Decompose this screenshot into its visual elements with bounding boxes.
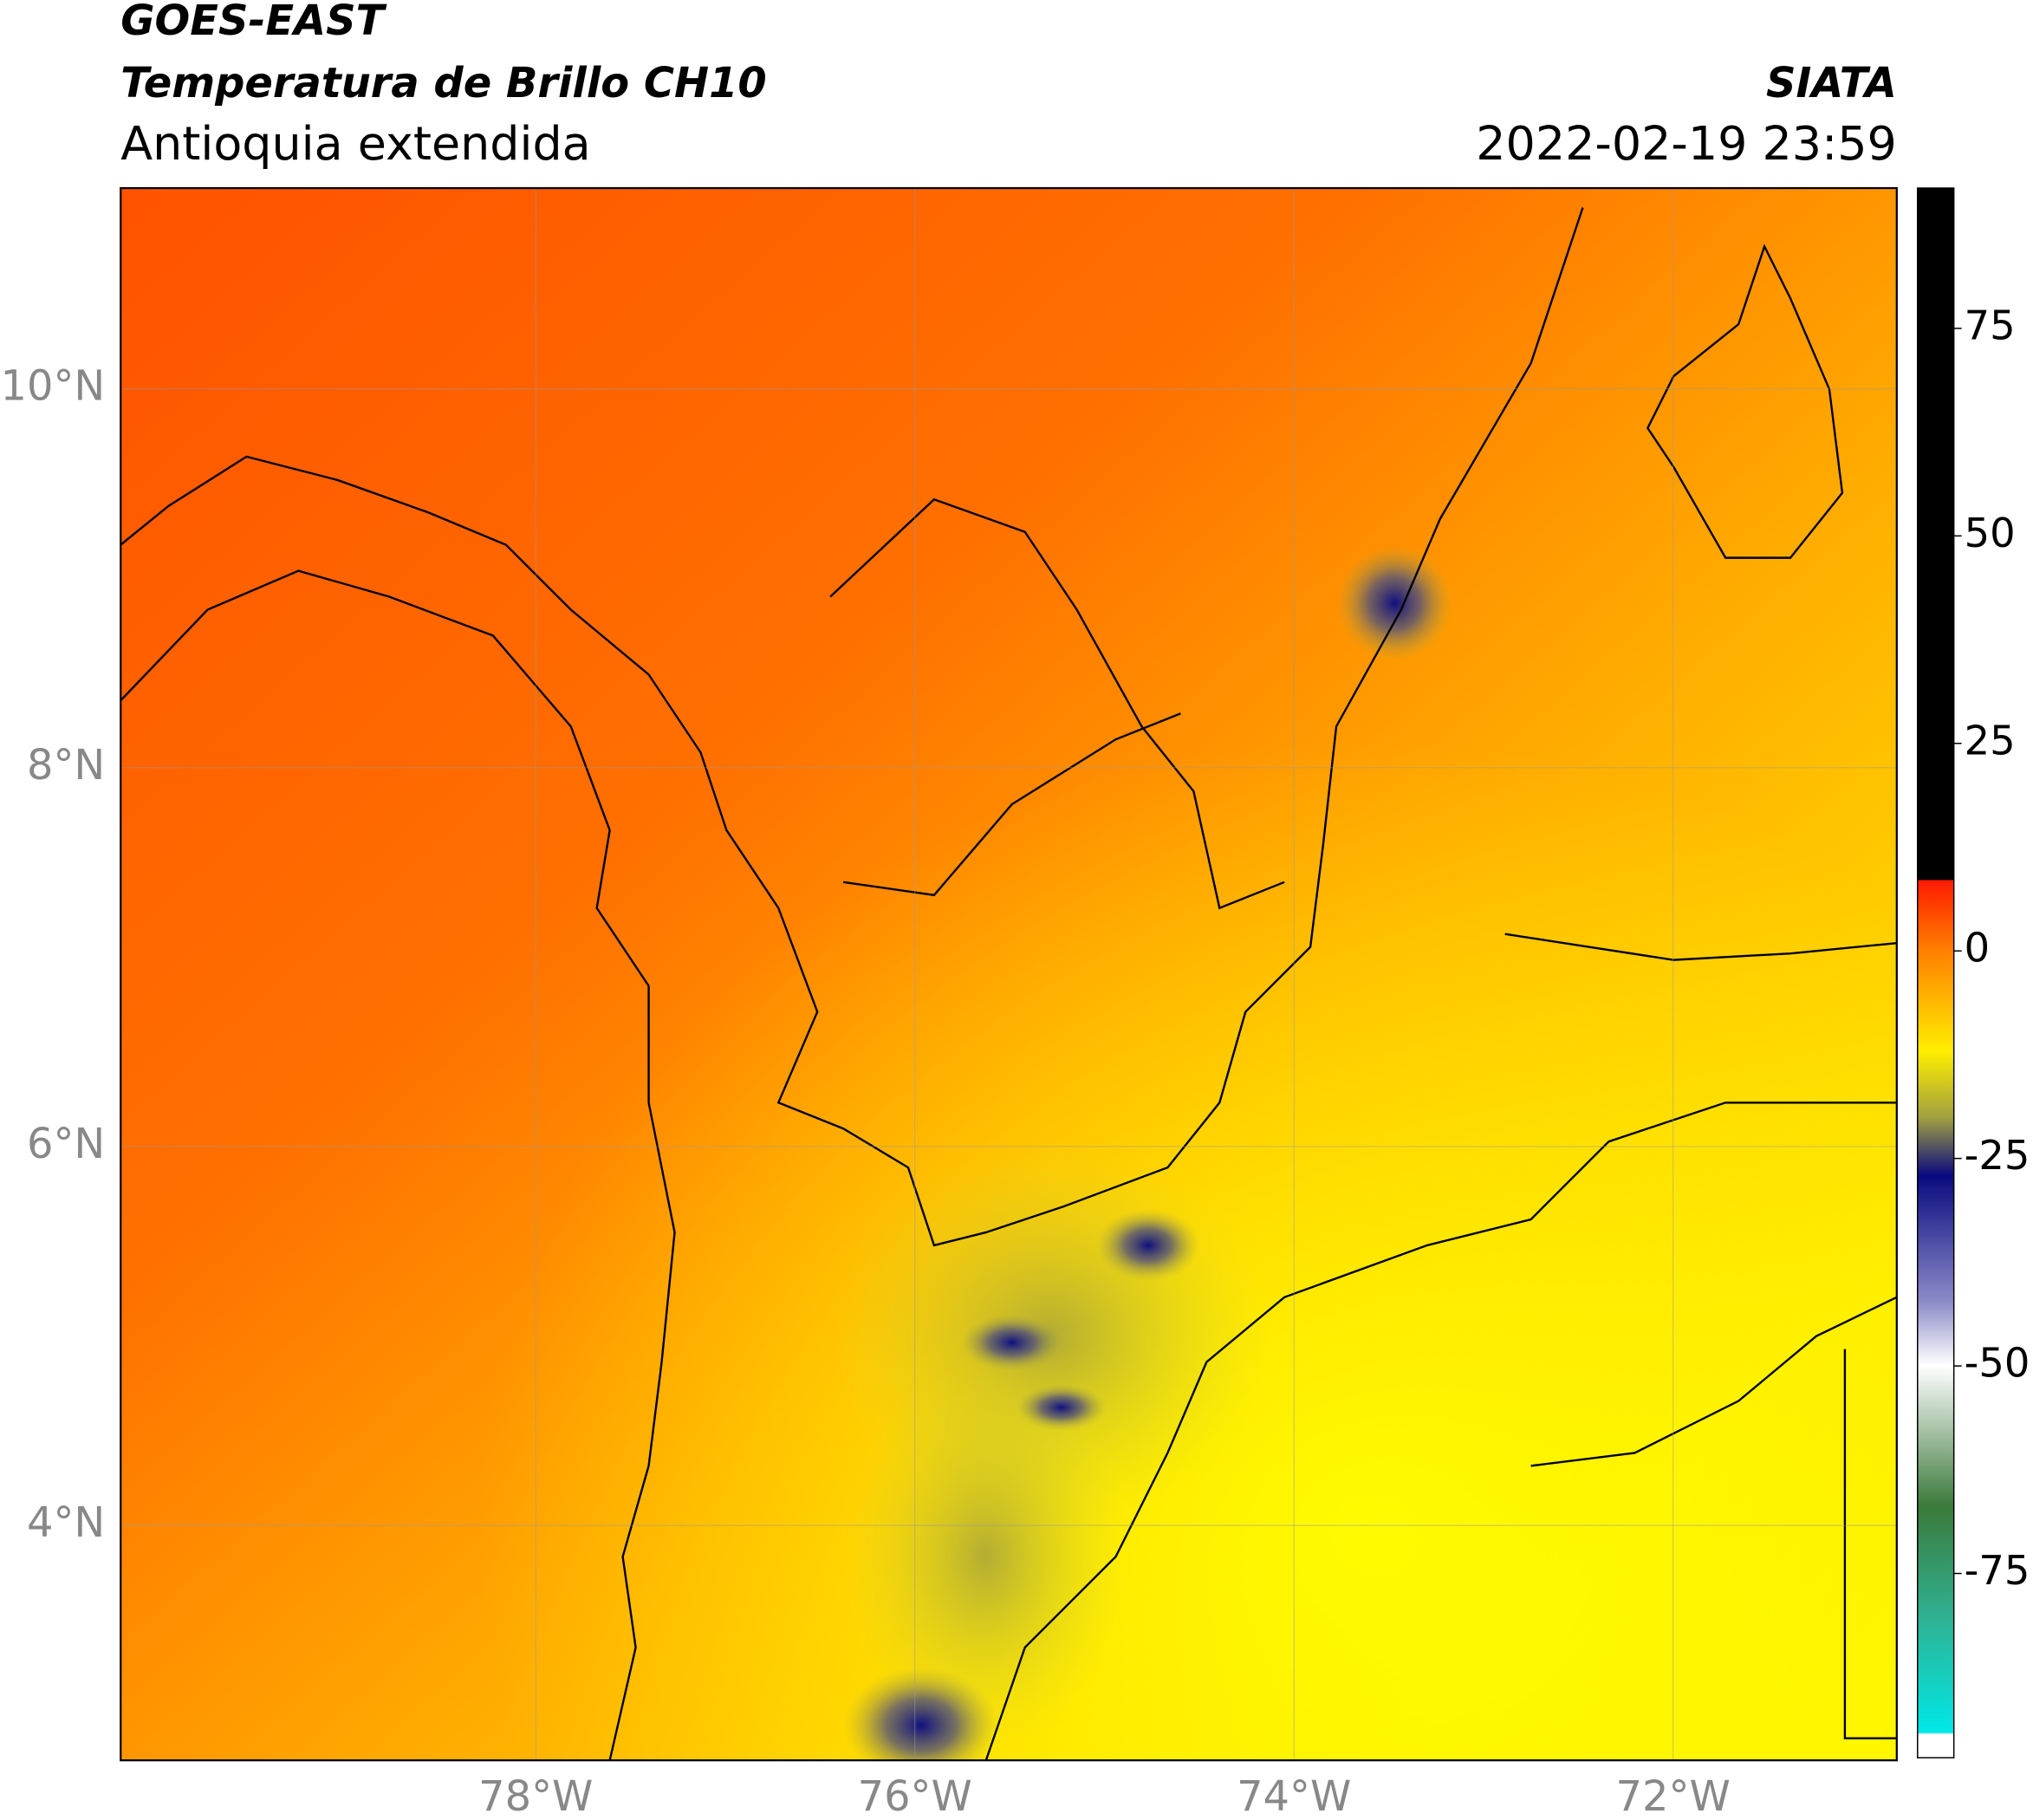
source: SIATA <box>1766 60 1897 107</box>
y-tick-label: 6°N <box>27 1121 105 1168</box>
map-area <box>120 188 1897 1761</box>
cloud <box>1016 1384 1107 1431</box>
colorbar-tick-label: -75 <box>1965 1547 2030 1594</box>
cloud <box>843 1667 999 1761</box>
border-line <box>120 207 1584 1247</box>
colorbar-tick-label: 50 <box>1965 510 2016 556</box>
ticks: 78°W 76°W 74°W 72°W 4°N 6°N 8°N 10°N 75 50 25 0 -25 -… <box>1 302 2030 1820</box>
colorbar-tick-label: -50 <box>1965 1340 2030 1387</box>
border-line <box>842 712 1181 897</box>
y-tick-label: 8°N <box>27 742 105 790</box>
cloud <box>1096 1209 1200 1282</box>
grid <box>120 188 1897 1761</box>
colorbar <box>1917 187 1955 1758</box>
map-frame <box>120 186 1898 1762</box>
border-line <box>1504 933 1897 961</box>
y-tick-label: 10°N <box>1 363 106 411</box>
x-tick-label: 72°W <box>1616 1773 1731 1820</box>
colorbar-tick-label: 75 <box>1965 302 2016 348</box>
border-line <box>1843 1349 1897 1739</box>
colorbar-tick-label: 0 <box>1965 925 1991 972</box>
x-tick-label: 76°W <box>858 1773 972 1820</box>
x-tick-label: 78°W <box>478 1773 593 1820</box>
border-line <box>829 497 1285 910</box>
title: GOES-EAST <box>120 0 386 45</box>
datetime: 2022-02-19 23:59 <box>1476 116 1897 171</box>
subtitle: Temperatura de Brillo CH10 <box>120 60 767 107</box>
region: Antioquia extendida <box>120 116 590 171</box>
y-tick-label: 4°N <box>27 1499 105 1547</box>
colorbar-tick-label: -25 <box>1965 1132 2030 1179</box>
coastline <box>120 569 676 1761</box>
cloud <box>959 1314 1064 1372</box>
x-tick-label: 74°W <box>1237 1773 1351 1820</box>
cloud <box>1336 544 1453 662</box>
colorbar-tick-label: 25 <box>1965 717 2016 764</box>
border-line <box>1530 1296 1897 1467</box>
border-line <box>984 1102 1897 1761</box>
